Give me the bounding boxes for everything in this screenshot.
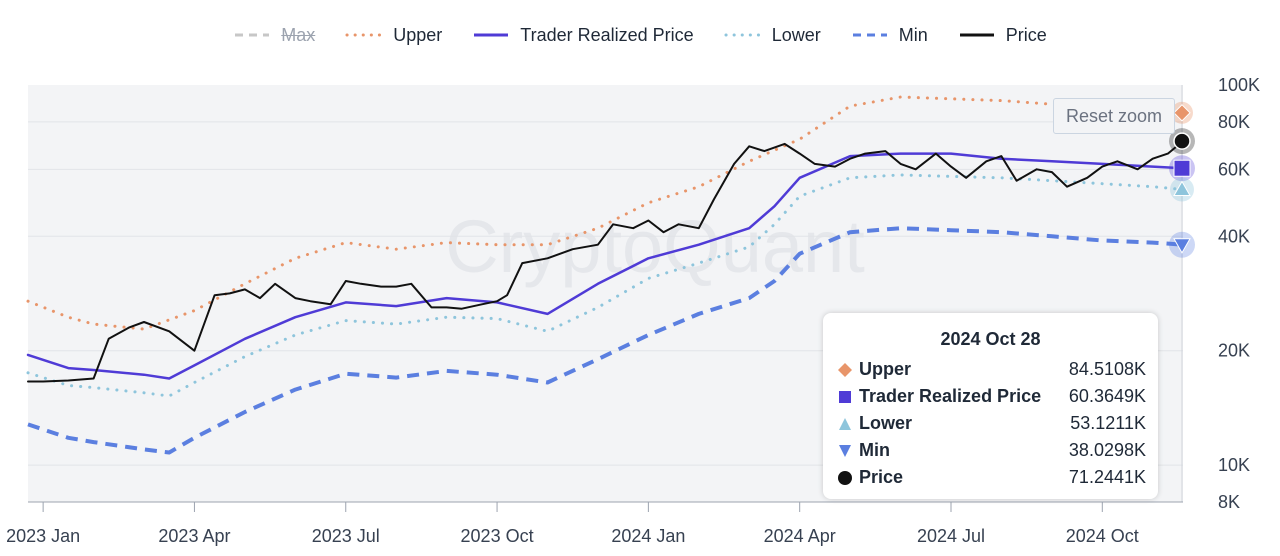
x-tick-label: 2023 Jan [6,526,80,546]
reset-zoom-button[interactable]: Reset zoom [1053,98,1175,134]
series-line-price [27,140,1184,383]
y-tick-label: 20K [1218,341,1250,361]
tooltip-row-lower: Lower 53.1211K [823,410,1158,437]
tooltip-value-trader-realized-price: 60.3649K [1068,386,1146,406]
watermark: CryptoQuant [445,205,865,288]
x-tick-label: 2023 Oct [461,526,534,546]
y-tick-label: 10K [1218,455,1250,475]
legend-item-price[interactable]: Price [958,25,1047,46]
legend-item-min[interactable]: Min [851,25,928,46]
tooltip-row-trader-realized-price: Trader Realized Price 60.3649K [823,383,1158,410]
x-tick-label: 2024 Jan [611,526,685,546]
tooltip-name-trader-realized-price: Trader Realized Price [859,386,1042,406]
triangle-down-icon [839,444,851,457]
y-tick-label: 40K [1218,226,1250,246]
tooltip-value-upper: 84.5108K [1068,359,1146,379]
tooltip-value-price: 71.2441K [1068,467,1146,487]
upper-line-swatch-icon [345,33,383,37]
triangle-up-icon [839,417,851,430]
x-tick-label: 2023 Jul [312,526,380,546]
circle-icon [838,470,852,485]
y-tick-label: 80K [1218,112,1250,132]
square-icon [839,390,851,403]
tooltip-row-upper: Upper 84.5108K [823,356,1158,383]
trp-line-swatch-icon [474,33,509,37]
legend-label-price: Price [1005,24,1047,45]
chart-legend: Max Upper Trader Realized Price Lower Mi… [0,22,1280,48]
legend-label-max: Max [281,24,316,45]
tooltip: 2024 Oct 28 Upper 84.5108K Trader Realiz… [823,313,1158,499]
price-marker [1173,132,1191,150]
lower-marker [1173,180,1191,197]
diamond-icon [838,362,852,377]
x-axis: 2023 Jan 2023 Apr 2023 Jul 2023 Oct 2024 Jan… [6,501,1183,546]
tooltip-name-min: Min [859,440,890,460]
legend-label-upper: Upper [393,24,443,45]
x-tick-label: 2024 Jul [917,526,985,546]
tooltip-value-lower: 53.1211K [1070,413,1146,433]
legend-label-min: Min [898,24,928,45]
legend-item-max[interactable]: Max [233,25,315,46]
series-line-lower [26,173,1185,398]
max-line-swatch-icon [235,33,270,37]
upper-marker [1173,104,1191,122]
series-line-trp [26,152,1185,380]
y-tick-label: 8K [1218,492,1240,512]
legend-item-upper[interactable]: Upper [345,25,442,46]
trp-marker [1173,159,1191,177]
tooltip-name-upper: Upper [859,359,912,379]
tooltip-name-price: Price [859,467,904,487]
series-line-upper [26,95,1185,331]
y-tick-label: 60K [1218,159,1250,179]
tooltip-row-price: Price 71.2441K [823,464,1158,491]
tooltip-row-min: Min 38.0298K [823,437,1158,464]
y-axis: 100K 80K 60K 40K 20K 10K 8K [1218,75,1260,512]
x-tick-label: 2023 Apr [158,526,230,546]
series-lines [26,95,1185,455]
price-line-swatch-icon [959,33,994,37]
legend-item-lower[interactable]: Lower [724,25,821,46]
legend-label-lower: Lower [771,24,821,45]
hover-markers [1168,85,1195,502]
x-tick-label: 2024 Oct [1066,526,1139,546]
legend-item-trader-realized-price[interactable]: Trader Realized Price [472,24,694,46]
lower-line-swatch-icon [724,33,762,37]
legend-label-trader-realized-price: Trader Realized Price [520,24,694,45]
min-marker [1173,238,1191,254]
min-line-swatch-icon [852,33,887,37]
x-tick-label: 2024 Apr [764,526,836,546]
tooltip-date: 2024 Oct 28 [940,329,1041,349]
tooltip-value-min: 38.0298K [1068,440,1146,460]
y-tick-label: 100K [1218,75,1260,95]
tooltip-name-lower: Lower [859,413,913,433]
